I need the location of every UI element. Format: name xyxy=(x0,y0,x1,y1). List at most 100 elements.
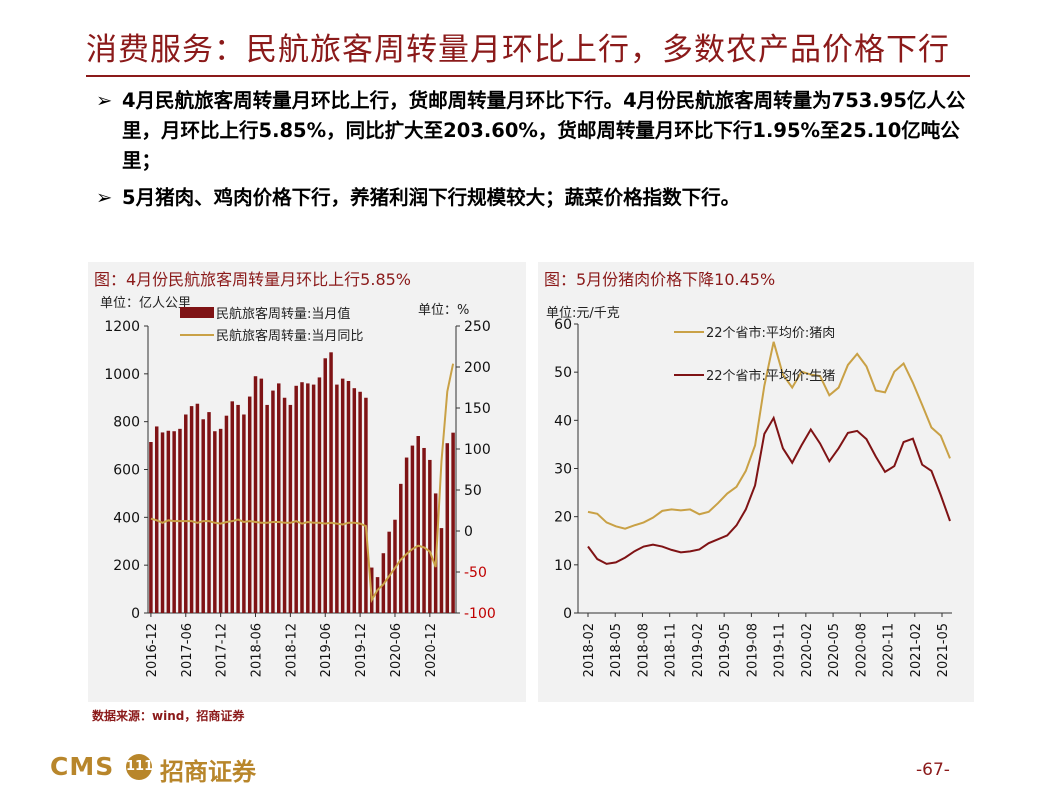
bar xyxy=(253,376,258,613)
bullet-text: 4月民航旅客周转量月环比上行，货邮周转量月环比下行。4月份民航旅客周转量为753… xyxy=(122,89,966,172)
x-tick-label: 2018-08 xyxy=(636,623,651,677)
series-line xyxy=(587,341,951,530)
series-line-yoy xyxy=(150,363,455,604)
y-tick-label: 600 xyxy=(113,463,140,479)
y-tick-label: 50 xyxy=(554,365,572,381)
bar xyxy=(311,384,316,613)
bar xyxy=(282,397,287,613)
y-tick-label: 1000 xyxy=(104,367,140,383)
x-tick-label: 2020-02 xyxy=(800,623,815,677)
bar xyxy=(404,457,409,613)
x-tick-label: 2016-12 xyxy=(145,623,160,677)
bar xyxy=(195,403,200,613)
y2-tick-label: 250 xyxy=(464,319,491,335)
legend-label: 22个省市:平均价:猪肉 xyxy=(706,325,835,341)
legend-label: 22个省市:平均价:生猪 xyxy=(706,368,835,384)
bar xyxy=(306,383,310,613)
logo-cn-text: 招商证券 xyxy=(160,757,256,786)
x-tick-label: 2019-11 xyxy=(773,623,788,677)
title-divider xyxy=(86,75,970,77)
arrow-icon: ➢ xyxy=(96,186,113,209)
bar xyxy=(340,378,345,613)
bar xyxy=(410,445,415,613)
x-tick-label: 2019-06 xyxy=(319,623,334,677)
chart-panel-aviation: 图：4月份民航旅客周转量月环比上行5.85% 单位：亿人公里 单位：% 0 200 40… xyxy=(88,262,526,702)
y-tick-label: 40 xyxy=(554,413,572,429)
bar xyxy=(428,459,432,613)
y2-tick-label: 150 xyxy=(464,401,491,417)
bar xyxy=(247,396,252,613)
bar xyxy=(335,384,339,613)
y2-tick-label: -100 xyxy=(464,606,496,622)
bar xyxy=(422,447,426,613)
logo-mark-icon: 111 xyxy=(126,754,153,780)
x-tick-label: 2020-06 xyxy=(389,623,404,677)
y-tick-label: 200 xyxy=(113,558,140,574)
data-source: 数据来源：wind，招商证券 xyxy=(92,709,245,723)
bar xyxy=(184,414,188,613)
bullet-item: ➢ 5月猪肉、鸡肉价格下行，养猪利润下行规模较大；蔬菜价格指数下行。 xyxy=(96,183,976,213)
x-tick-label: 2018-05 xyxy=(609,623,624,677)
left-unit-label: 单位：亿人公里 xyxy=(100,296,191,311)
y2-tick-label: 200 xyxy=(464,360,491,376)
y-tick-label: 10 xyxy=(554,558,572,574)
bar xyxy=(346,381,351,613)
x-tick-label: 2020-08 xyxy=(854,623,869,677)
y2-tick-label: 100 xyxy=(464,442,491,458)
y-tick-label: 30 xyxy=(554,462,572,478)
legend-swatch-bar xyxy=(180,307,214,318)
bar xyxy=(218,428,223,613)
bar xyxy=(445,443,450,613)
x-tick-label: 2019-12 xyxy=(354,623,369,677)
legend-label: 民航旅客周转量:当月值 xyxy=(216,306,350,322)
x-tick-label: 2019-05 xyxy=(718,623,733,677)
bar xyxy=(399,483,403,613)
bar xyxy=(230,401,235,613)
bullet-list: ➢ 4月民航旅客周转量月环比上行，货邮周转量月环比下行。4月份民航旅客周转量为7… xyxy=(96,86,976,220)
x-tick-label: 2020-12 xyxy=(424,623,439,677)
y-tick-label: 0 xyxy=(131,606,140,622)
bar xyxy=(149,441,153,613)
slide-title: 消费服务：民航旅客周转量月环比上行，多数农产品价格下行 xyxy=(86,32,950,68)
bar xyxy=(300,382,304,613)
bar xyxy=(329,352,333,613)
bar xyxy=(271,390,275,613)
x-tick-label: 2017-12 xyxy=(215,623,230,677)
bar xyxy=(201,419,205,613)
aviation-chart: 单位：亿人公里 单位：% 0 200 400 600 800 1000 1200 -100 -50 0… xyxy=(100,296,496,677)
x-tick-label: 2018-06 xyxy=(250,623,265,677)
bullet-item: ➢ 4月民航旅客周转量月环比上行，货邮周转量月环比下行。4月份民航旅客周转量为7… xyxy=(96,86,976,176)
y-tick-label: 800 xyxy=(113,415,140,431)
y2-tick-label: 0 xyxy=(464,524,473,540)
bar xyxy=(259,378,264,613)
bar xyxy=(166,430,171,613)
bar xyxy=(265,404,269,613)
x-tick-label: 2019-08 xyxy=(745,623,760,677)
bar xyxy=(317,377,322,613)
bar xyxy=(352,388,357,613)
bar xyxy=(364,397,368,613)
bar xyxy=(242,414,246,613)
pork-price-chart: 单位:元/千克 0 10 20 30 40 50 60 2018-02 2018-05 2018-0… xyxy=(546,306,952,677)
bullet-text: 5月猪肉、鸡肉价格下行，养猪利润下行规模较大；蔬菜价格指数下行。 xyxy=(122,186,741,209)
right-unit-label: 单位：% xyxy=(418,303,469,318)
chart-title: 图：5月份猪肉价格下降10.45% xyxy=(544,270,776,289)
bar xyxy=(416,436,420,613)
x-tick-label: 2018-12 xyxy=(284,623,299,677)
chart-title: 图：4月份民航旅客周转量月环比上行5.85% xyxy=(94,270,412,289)
bar xyxy=(358,391,362,613)
bar xyxy=(439,528,444,613)
bar xyxy=(387,531,391,613)
bar xyxy=(189,406,194,613)
bar xyxy=(236,404,240,613)
bar xyxy=(375,577,380,613)
x-tick-label: 2018-02 xyxy=(582,623,597,677)
y-tick-label: 1200 xyxy=(104,319,140,335)
bar xyxy=(323,358,327,613)
y2-tick-label: 50 xyxy=(464,483,482,499)
bar xyxy=(224,415,229,613)
page-number: -67- xyxy=(916,760,950,780)
x-tick-label: 2019-02 xyxy=(691,623,706,677)
logo-cms-text: CMS xyxy=(50,752,115,781)
x-tick-label: 2021-05 xyxy=(936,623,951,677)
